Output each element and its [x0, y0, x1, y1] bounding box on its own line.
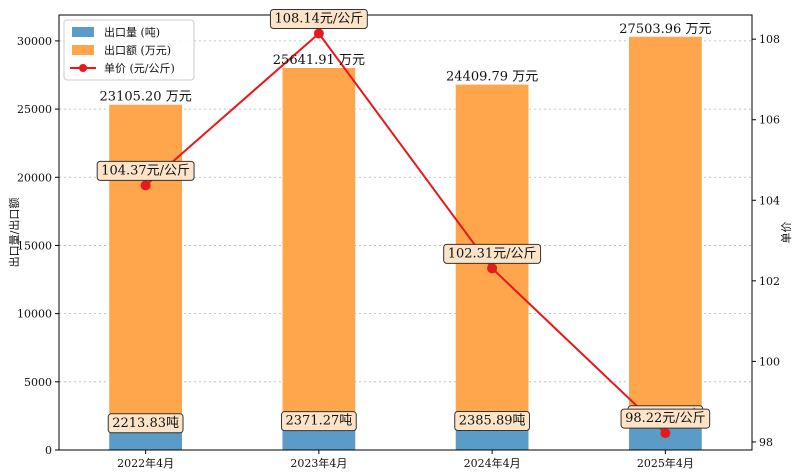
x-tick-label: 2025年4月 [637, 456, 694, 470]
legend: 出口量 (吨) 出口额 (万元) 单价 (元/公斤) [63, 19, 195, 81]
y-axis-title: 出口量/出口额 [7, 198, 21, 268]
price-point [660, 428, 671, 439]
amount-label: 23105.20 万元 [100, 90, 192, 105]
price-line-path [144, 32, 667, 434]
volume-label-box [454, 410, 531, 431]
price-label-group: 98.22元/公斤 [620, 408, 711, 429]
volume-label-box [107, 413, 184, 434]
y2-tick-label: 98 [759, 436, 773, 449]
legend-swatch [72, 45, 94, 55]
price-label-group: 108.14元/公斤 [269, 9, 368, 30]
bar-amount [628, 36, 702, 412]
legend-swatch-marker [79, 64, 87, 72]
legend-label: 出口量 (吨) [104, 25, 160, 39]
volume-label: 2371.27吨 [285, 414, 352, 429]
bar-amount [109, 104, 183, 420]
data-labels: 23105.20 万元 25641.91 万元 24409.79 万元 27503.9… [96, 9, 711, 434]
price-label-group: 104.37元/公斤 [96, 160, 195, 181]
y-tick-label: 15000 [17, 239, 52, 252]
plot-frame [58, 14, 753, 451]
volume-label-group: 2385.89吨 [454, 410, 531, 431]
y2-tick-label: 100 [759, 355, 780, 368]
y2-tick-label: 104 [759, 194, 780, 207]
x-tick-label: 2023年4月 [290, 456, 347, 470]
y-tick-label: 5000 [24, 376, 52, 389]
price-line [140, 28, 671, 439]
y2-tick-label: 108 [759, 33, 780, 46]
y2-tick-label: 106 [759, 114, 780, 127]
bar-amount [282, 68, 356, 418]
y-tick-label: 20000 [17, 171, 52, 184]
price-label: 98.22元/公斤 [625, 411, 706, 426]
price-label: 102.31元/公斤 [448, 246, 537, 261]
price-label-box [96, 160, 195, 181]
price-label-box [443, 243, 542, 264]
price-label-box [269, 9, 368, 30]
x-tick-label: 2022年4月 [117, 456, 174, 470]
legend-label: 单价 (元/公斤) [104, 62, 175, 75]
legend-label: 出口额 (万元) [104, 43, 171, 57]
y2-axis-title: 单价 [780, 222, 793, 244]
legend-box [63, 19, 195, 81]
price-point [487, 263, 498, 274]
price-label-group: 102.31元/公斤 [443, 243, 542, 264]
volume-label-group: 2213.83吨 [107, 413, 184, 434]
volume-label: 2213.83吨 [112, 416, 179, 431]
y-tick-label: 0 [45, 444, 52, 457]
bars [109, 36, 702, 450]
volume-label: 2385.89吨 [459, 413, 526, 428]
volume-label-box [280, 411, 357, 432]
amount-label: 24409.79 万元 [446, 70, 538, 85]
price-point [313, 28, 324, 39]
y-tick-label: 10000 [17, 308, 52, 321]
x-tick-label: 2024年4月 [464, 456, 521, 470]
amount-label: 25641.91 万元 [273, 53, 365, 68]
price-label: 108.14元/公斤 [274, 12, 363, 27]
axes: 0 5000 10000 15000 20000 25000 30000 98 100 102 10… [7, 14, 793, 470]
volume-label-group: 2371.27吨 [280, 411, 357, 432]
y-tick-label: 25000 [17, 103, 52, 116]
y2-tick-label: 102 [759, 275, 780, 288]
price-label-box [620, 408, 711, 429]
y-tick-label: 30000 [17, 35, 52, 48]
legend-swatch [72, 27, 94, 37]
amount-label: 27503.96 万元 [619, 22, 711, 37]
price-label: 104.37元/公斤 [101, 163, 190, 178]
price-point [140, 180, 151, 191]
